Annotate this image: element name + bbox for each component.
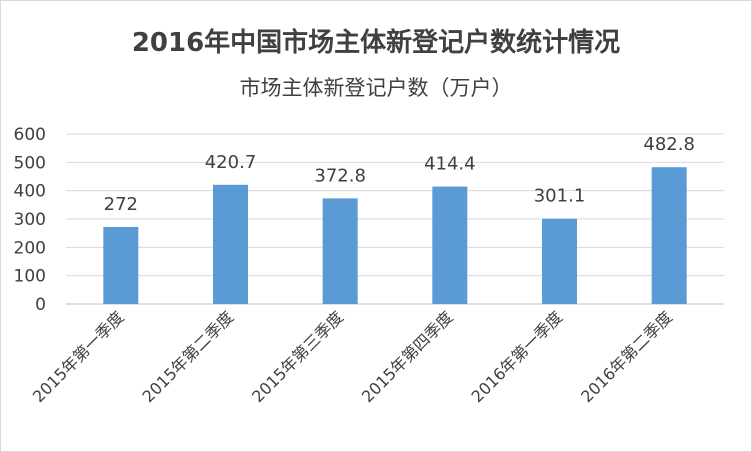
chart-subtitle: 市场主体新登记户数（万户） [239,76,513,100]
data-label: 372.8 [314,165,366,186]
y-tick-label: 500 [14,153,46,173]
x-tick-label: 2015年第二季度 [139,307,238,406]
data-label: 482.8 [643,134,695,155]
chart-title: 2016年中国市场主体新登记户数统计情况 [131,28,621,58]
data-label: 272 [104,194,138,215]
y-tick-label: 400 [14,182,46,202]
x-tick-label: 2015年第四季度 [358,307,457,406]
bar [542,218,577,304]
x-tick-label: 2015年第一季度 [29,307,128,406]
data-labels: 272 420.7 372.8 414.4 301.1 482.8 [104,134,695,215]
bar [213,184,248,304]
bar [432,186,468,304]
x-axis-ticks: 2015年第一季度 2015年第二季度 2015年第三季度 2015年第四季度 2016… [29,307,676,406]
data-label: 420.7 [205,152,257,173]
data-label: 414.4 [424,154,476,175]
bars [103,167,687,304]
bar [322,198,358,304]
y-axis-ticks: 0 100 200 300 400 500 600 [14,125,46,315]
bar [651,167,687,304]
y-tick-label: 0 [35,295,46,315]
bar [103,226,139,304]
y-tick-label: 200 [14,238,46,258]
y-tick-label: 300 [14,210,46,230]
x-tick-label: 2016年第二季度 [577,307,676,406]
gridlines [66,133,724,305]
y-tick-label: 600 [14,125,46,145]
data-label: 301.1 [534,186,586,207]
y-tick-label: 100 [14,267,46,287]
x-tick-label: 2016年第一季度 [468,307,567,406]
x-tick-label: 2015年第三季度 [248,307,347,406]
